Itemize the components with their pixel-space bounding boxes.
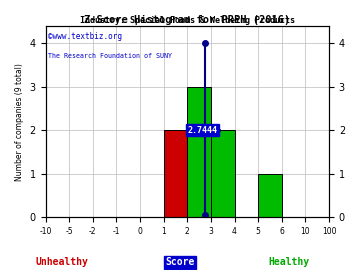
Bar [211, 130, 234, 217]
Text: Healthy: Healthy [269, 257, 310, 267]
Bar [164, 130, 187, 217]
Text: The Research Foundation of SUNY: The Research Foundation of SUNY [48, 53, 172, 59]
Text: ©www.textbiz.org: ©www.textbiz.org [48, 32, 122, 40]
Text: Industry: Special Foods & Welbeing Products: Industry: Special Foods & Welbeing Produ… [80, 16, 295, 25]
Text: 2.7444: 2.7444 [188, 126, 217, 135]
Y-axis label: Number of companies (9 total): Number of companies (9 total) [15, 63, 24, 181]
Text: Score: Score [165, 257, 195, 267]
Text: Unhealthy: Unhealthy [36, 257, 89, 267]
Title: Z-Score Histogram for PRPH (2016): Z-Score Histogram for PRPH (2016) [84, 15, 291, 25]
Bar [187, 87, 211, 217]
Bar [258, 174, 282, 217]
